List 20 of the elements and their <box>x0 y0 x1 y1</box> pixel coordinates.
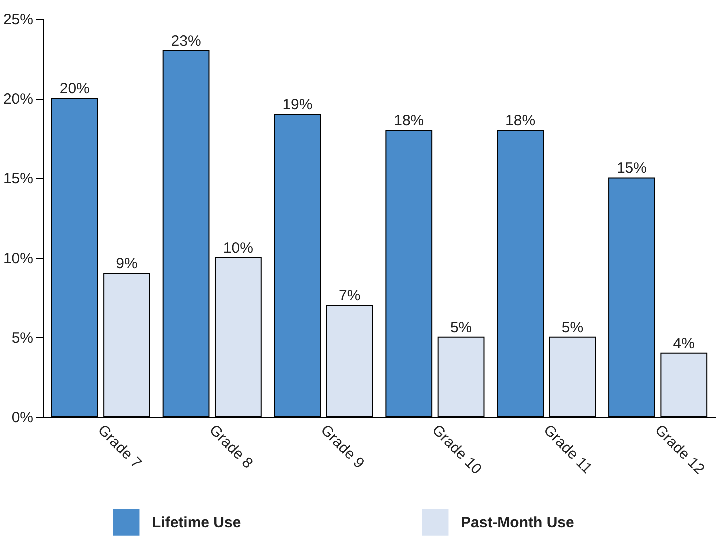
data-label: 23% <box>171 32 202 50</box>
data-label: 7% <box>339 288 361 305</box>
data-label: 9% <box>116 256 138 273</box>
legend-label: Lifetime Use <box>152 514 242 532</box>
data-label: 18% <box>506 112 536 130</box>
data-label: 5% <box>562 319 584 336</box>
legend-label: Past-Month Use <box>461 514 574 532</box>
y-tick-label: 0% <box>12 410 34 426</box>
y-tick-label: 10% <box>3 250 34 268</box>
data-label: 18% <box>394 112 424 130</box>
data-label: 10% <box>223 240 254 257</box>
y-tick-label: 25% <box>3 12 34 28</box>
y-tick-label: 5% <box>12 330 34 347</box>
data-label: 20% <box>60 80 90 98</box>
data-label: 4% <box>673 335 695 352</box>
y-tick-label: 20% <box>3 91 34 108</box>
data-label: 15% <box>616 160 647 178</box>
y-tick-label: 15% <box>3 170 34 188</box>
data-label: 19% <box>282 96 313 114</box>
data-label: 5% <box>450 319 472 336</box>
